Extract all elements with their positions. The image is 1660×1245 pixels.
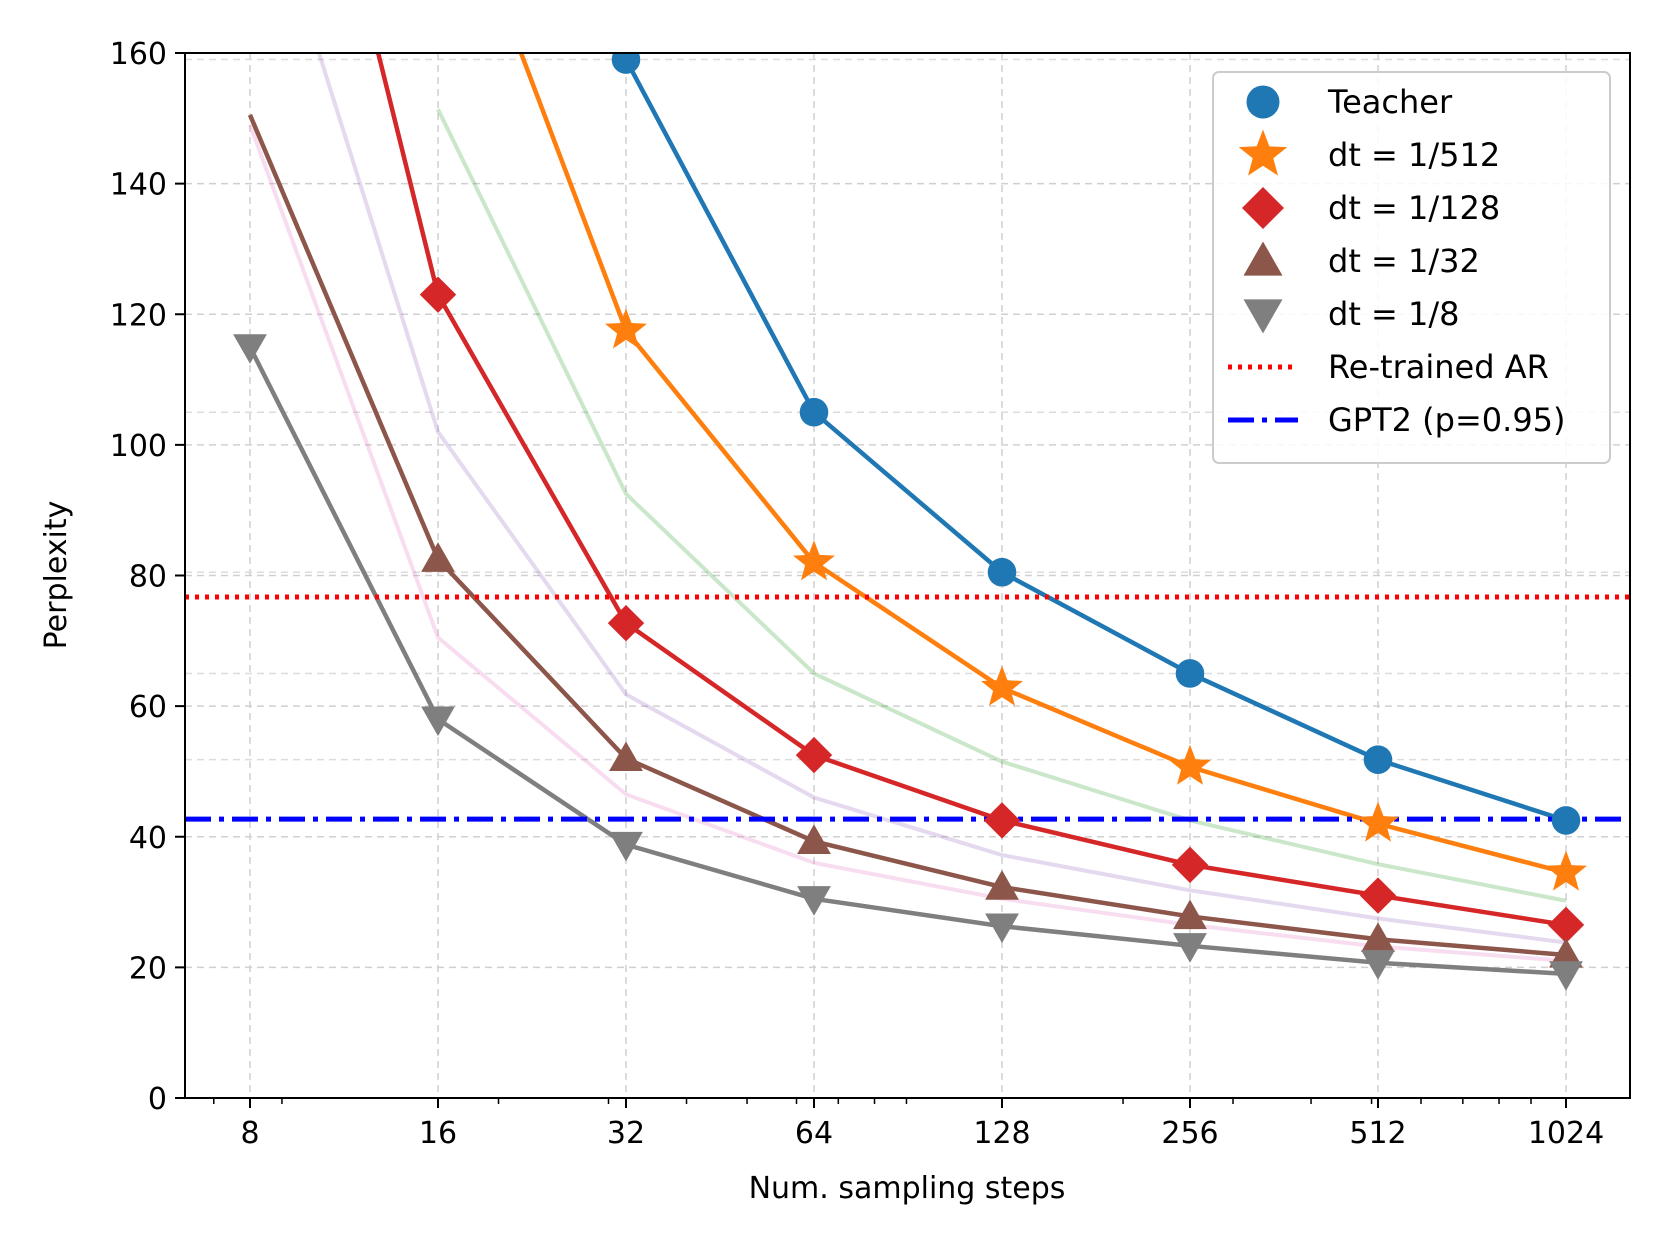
y-axis-title: Perplexity [39,501,74,650]
data-point-2-7 [1547,906,1585,944]
x-tick-label: 8 [240,1116,259,1151]
y-tick-label: 160 [110,37,167,72]
data-point-4-1 [421,706,455,737]
series-line-3 [247,114,1567,958]
data-point-2-3 [795,736,833,774]
data-point-1-4 [981,665,1023,706]
legend-ref-label-0: Re-trained AR [1328,348,1549,386]
legend-ref-label-1: GPT2 (p=0.95) [1328,401,1566,439]
y-tick-label: 60 [129,690,167,725]
legend-marker-0 [1246,85,1280,119]
data-point-3-2 [609,741,643,772]
data-point-0-5 [1175,659,1205,688]
data-point-0-3 [799,397,829,427]
legend-marker-4 [1243,299,1283,334]
y-tick-label: 40 [129,821,167,856]
y-tick-label: 100 [110,429,167,464]
data-point-1-6 [1357,801,1399,842]
legend-marker-3 [1243,241,1283,276]
data-point-1-3 [793,540,835,581]
legend: Teacher dt = 1/512 dt = 1/128 dt = 1/32 dt =… [1212,71,1611,464]
series-line-2 [375,53,1567,928]
data-point-1-7 [1545,850,1587,891]
legend-label-0: Teacher [1327,83,1453,121]
faint-series-line [436,108,1567,903]
data-point-0-6 [1363,745,1393,774]
data-point-3-1 [421,542,455,572]
series-markers [233,53,1587,991]
faint-series-line [248,124,1567,963]
x-axis-title: Num. sampling steps [749,1171,1066,1206]
legend-box [1212,71,1611,464]
data-point-1-5 [1169,744,1211,785]
x-tick-label: 512 [1349,1116,1406,1151]
series-line-4 [247,345,1567,977]
axis-ticks: 8 16 32 64 128 256 512 1024 0 20 40 60 80 100 120 140 16… [110,37,1604,1151]
data-point-3-7 [1549,938,1583,968]
reference-lines [185,594,1630,822]
data-point-4-7 [1549,961,1583,991]
data-point-2-5 [1171,846,1209,884]
legend-label-3: dt = 1/32 [1328,242,1480,280]
data-point-2-4 [983,802,1021,839]
faint-series-lines [248,53,1567,963]
legend-label-2: dt = 1/128 [1328,189,1500,227]
faint-series-line [316,53,1567,945]
data-point-0-4 [987,557,1017,587]
x-tick-label: 1024 [1528,1116,1604,1151]
data-point-4-3 [797,886,831,916]
data-point-4-5 [1173,933,1207,963]
data-point-3-4 [985,870,1019,900]
data-point-4-0 [233,334,267,364]
x-tick-label: 16 [419,1116,457,1151]
y-tick-label: 120 [110,298,167,333]
data-point-3-6 [1361,922,1395,952]
legend-label-4: dt = 1/8 [1328,295,1460,333]
data-point-1-2 [605,308,647,349]
x-tick-label: 256 [1161,1116,1218,1151]
y-tick-label: 80 [129,560,167,595]
data-point-4-6 [1361,950,1395,980]
data-point-2-6 [1359,877,1397,914]
y-tick-label: 0 [148,1082,167,1117]
data-point-3-3 [797,824,831,854]
data-point-3-5 [1173,899,1207,930]
y-tick-label: 140 [110,168,167,203]
data-point-4-4 [985,913,1019,944]
y-tick-label: 20 [129,951,167,986]
data-point-0-2 [611,53,641,74]
legend-marker-2 [1242,187,1284,229]
data-point-4-2 [609,831,643,862]
legend-marker-1 [1238,129,1288,176]
data-point-0-7 [1551,806,1581,835]
x-tick-label: 128 [973,1116,1030,1151]
x-tick-label: 64 [795,1116,833,1151]
data-point-2-1 [419,276,457,313]
legend-label-1: dt = 1/512 [1328,136,1500,174]
x-tick-label: 32 [607,1116,645,1151]
data-point-2-2 [607,604,645,642]
